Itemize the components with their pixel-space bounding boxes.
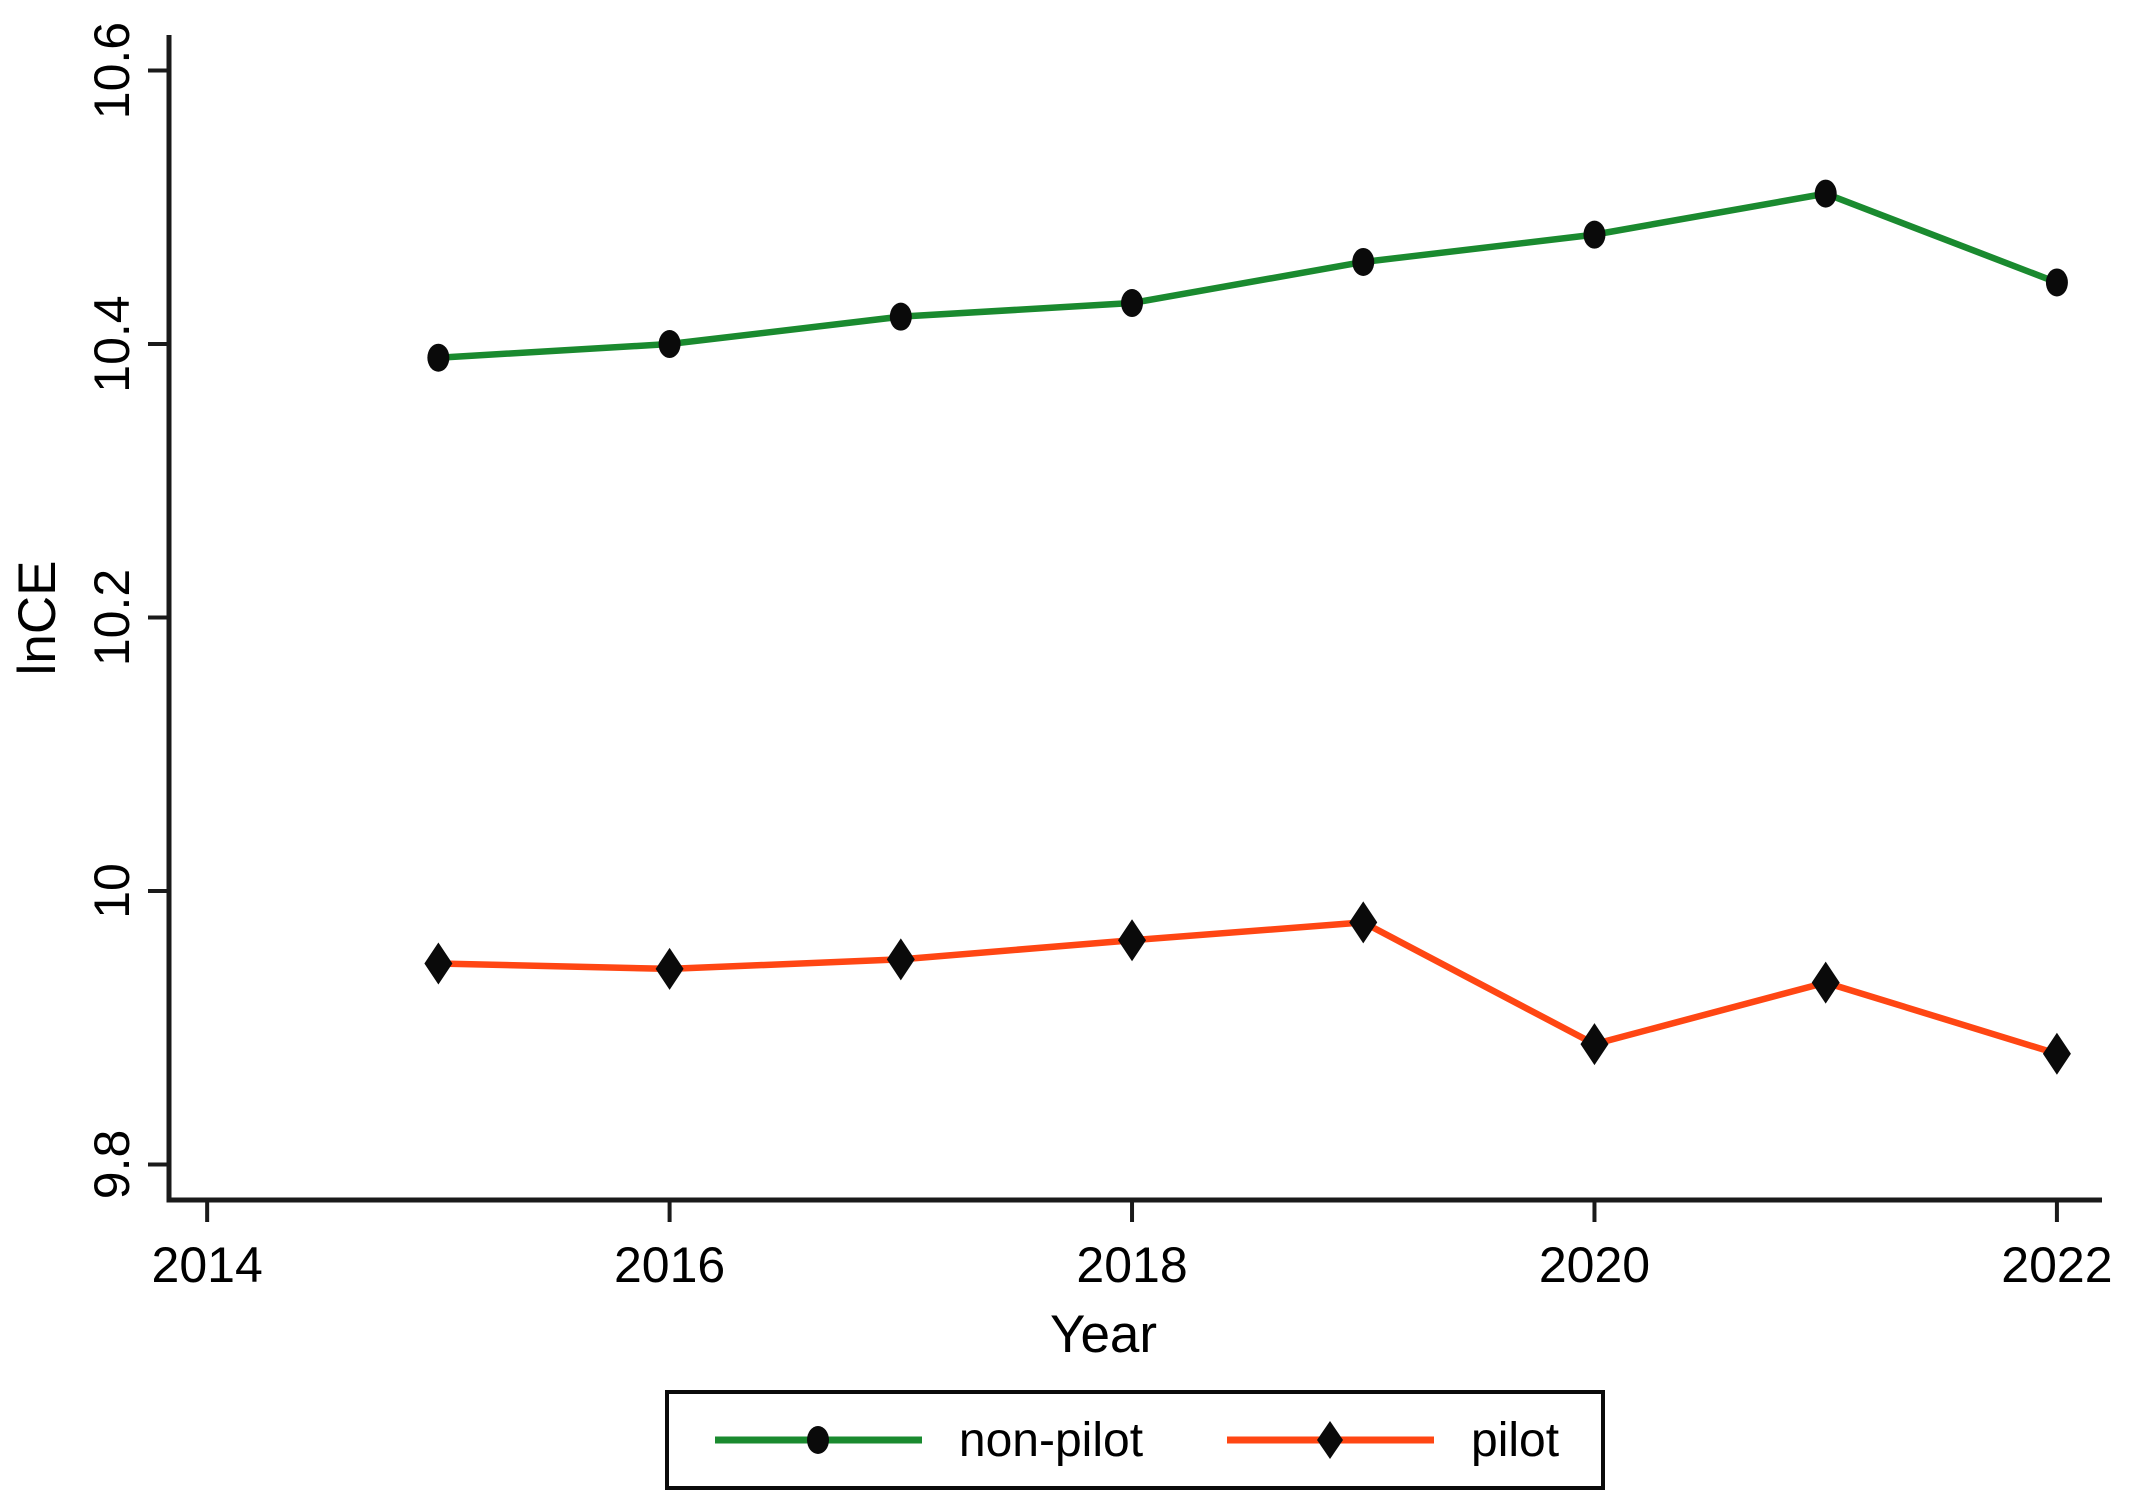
legend-sample-non-pilot — [714, 1426, 922, 1454]
y-tick-label: 9.8 — [84, 1130, 140, 1200]
y-tick-label: 10.4 — [84, 295, 140, 392]
data-point-circle-icon — [1814, 179, 1837, 208]
data-point-circle-icon — [427, 343, 450, 372]
x-tick-label: 2018 — [1076, 1237, 1187, 1293]
data-point-circle-icon — [2045, 268, 2068, 297]
data-point-circle-icon — [658, 330, 681, 359]
series-non-pilot — [427, 179, 2068, 372]
legend-item-pilot: pilot — [1223, 1413, 1559, 1468]
data-point-diamond-icon — [886, 938, 915, 981]
data-point-diamond-icon — [1349, 901, 1378, 944]
x-tick-label: 2016 — [614, 1237, 725, 1293]
data-point-circle-icon — [1583, 220, 1606, 249]
legend-label-pilot: pilot — [1471, 1413, 1560, 1467]
x-axis-title: Year — [1050, 1305, 1157, 1364]
y-tick-label: 10 — [84, 863, 140, 919]
legend-sample-pilot — [1227, 1421, 1435, 1459]
series-pilot — [424, 901, 2071, 1075]
data-point-diamond-icon — [424, 942, 453, 985]
data-point-diamond-icon — [2042, 1032, 2071, 1075]
legend-label-non-pilot: non-pilot — [958, 1413, 1144, 1467]
y-tick-label: 10.6 — [84, 22, 140, 119]
data-point-diamond-icon — [1811, 961, 1840, 1004]
data-series — [424, 179, 2071, 1075]
data-point-diamond-icon — [1580, 1023, 1609, 1066]
legend: non-pilot pilot — [665, 1390, 1605, 1490]
legend-circle-marker-icon — [806, 1426, 829, 1454]
axes: 9.8 10 10.2 10.4 10.6 2014 2016 2018 2020 2022 Yea… — [8, 22, 2113, 1364]
series-line-non-pilot — [438, 190, 2059, 361]
series-line-pilot — [438, 919, 2058, 1057]
y-axis-title: lnCE — [8, 561, 67, 676]
legend-item-non-pilot: non-pilot — [711, 1413, 1143, 1468]
data-point-diamond-icon — [655, 947, 684, 990]
data-point-diamond-icon — [1118, 919, 1147, 962]
data-point-circle-icon — [889, 302, 912, 331]
data-point-circle-icon — [1121, 289, 1144, 318]
x-tick-label: 2020 — [1539, 1237, 1650, 1293]
legend-diamond-marker-icon — [1317, 1421, 1344, 1459]
y-tick-label: 10.2 — [84, 569, 140, 666]
data-point-circle-icon — [1352, 247, 1375, 276]
x-tick-label: 2014 — [152, 1237, 263, 1293]
x-tick-label: 2022 — [2001, 1237, 2112, 1293]
